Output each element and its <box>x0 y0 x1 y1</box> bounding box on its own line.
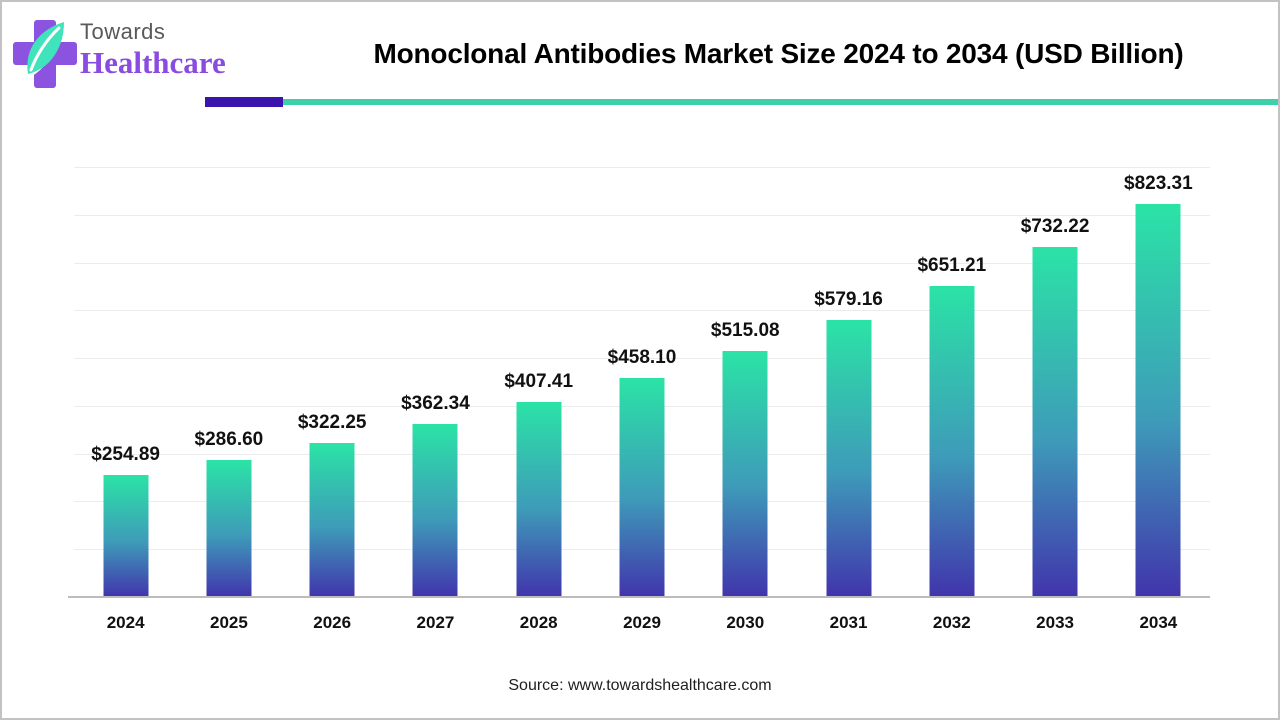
bar-2024 <box>103 475 149 597</box>
x-axis-label-2026: 2026 <box>313 613 352 632</box>
x-axis-label-2025: 2025 <box>209 613 248 632</box>
plot-area: $254.89 $286.60 $322.25 $362.34 $407.41 $458.… <box>74 167 1210 597</box>
bar-slot-2025: $286.60 <box>177 167 280 597</box>
bar-value-label-2032: $651.21 <box>917 254 987 276</box>
towards-healthcare-logo: Towards Healthcare <box>10 10 260 102</box>
bar-slot-2029: $458.10 <box>590 167 693 597</box>
logo-word-towards: Towards <box>80 19 166 44</box>
bar-2026 <box>309 443 355 597</box>
x-axis-label-2031: 2031 <box>829 613 868 632</box>
x-axis-label-2030: 2030 <box>726 613 765 632</box>
accent-bar-teal <box>283 99 1278 105</box>
bar-value-label-2034: $823.31 <box>1124 172 1193 194</box>
gridline <box>74 310 1210 312</box>
bar-2028 <box>516 402 562 597</box>
source-text: Source: www.towardshealthcare.com <box>508 677 772 694</box>
gridline <box>74 262 1210 264</box>
bar-slot-2031: $579.16 <box>797 167 900 597</box>
x-axis-label-2034: 2034 <box>1139 613 1178 632</box>
bar-2031 <box>826 320 872 597</box>
bar-value-label-2031: $579.16 <box>814 289 883 311</box>
bar-2032 <box>929 285 975 597</box>
bar-slot-2030: $515.08 <box>694 167 797 597</box>
gridline <box>74 358 1210 360</box>
bar-slot-2032: $651.21 <box>900 167 1003 597</box>
logo-cross-leaf-icon <box>13 20 77 88</box>
x-axis-label-2033: 2033 <box>1036 613 1074 632</box>
bar-value-label-2026: $322.25 <box>297 412 367 434</box>
bar-2034 <box>1135 203 1181 597</box>
x-axis-label-2027: 2027 <box>416 613 455 632</box>
logo-wordmark: Towards Healthcare <box>80 19 226 81</box>
bar-value-label-2024: $254.89 <box>91 444 160 466</box>
bar-slot-2026: $322.25 <box>281 167 384 597</box>
x-axis-line <box>68 596 1210 598</box>
chart-title: Monoclonal Antibodies Market Size 2024 t… <box>373 38 1184 69</box>
bar-slot-2028: $407.41 <box>487 167 590 597</box>
bar-slot-2033: $732.22 <box>1003 167 1106 597</box>
x-axis-labels: 2024 2025 2026 2027 2028 2029 2030 2031 2032 2033… <box>74 613 1210 639</box>
gridline <box>74 167 1210 168</box>
bar-value-label-2028: $407.41 <box>504 371 574 393</box>
bar-value-label-2025: $286.60 <box>194 429 264 451</box>
bar-2033 <box>1032 247 1078 597</box>
accent-bar-purple <box>205 97 283 107</box>
gridline <box>74 214 1210 216</box>
bar-value-label-2029: $458.10 <box>607 347 677 369</box>
bar-slot-2024: $254.89 <box>74 167 177 597</box>
bar-2030 <box>722 350 768 597</box>
bar-slot-2034: $823.31 <box>1107 167 1210 597</box>
bar-value-label-2027: $362.34 <box>401 392 470 414</box>
logo-word-healthcare: Healthcare <box>80 45 226 81</box>
x-axis-label-2032: 2032 <box>932 613 971 632</box>
x-axis-label-2024: 2024 <box>106 613 145 632</box>
bar-slot-2027: $362.34 <box>384 167 487 597</box>
bar-2029 <box>619 378 665 597</box>
bar-2027 <box>412 423 458 597</box>
bar-value-label-2033: $732.22 <box>1020 216 1090 238</box>
bar-2025 <box>206 460 252 597</box>
x-axis-label-2029: 2029 <box>623 613 661 632</box>
bar-value-label-2030: $515.08 <box>710 319 780 341</box>
x-axis-label-2028: 2028 <box>519 613 558 632</box>
